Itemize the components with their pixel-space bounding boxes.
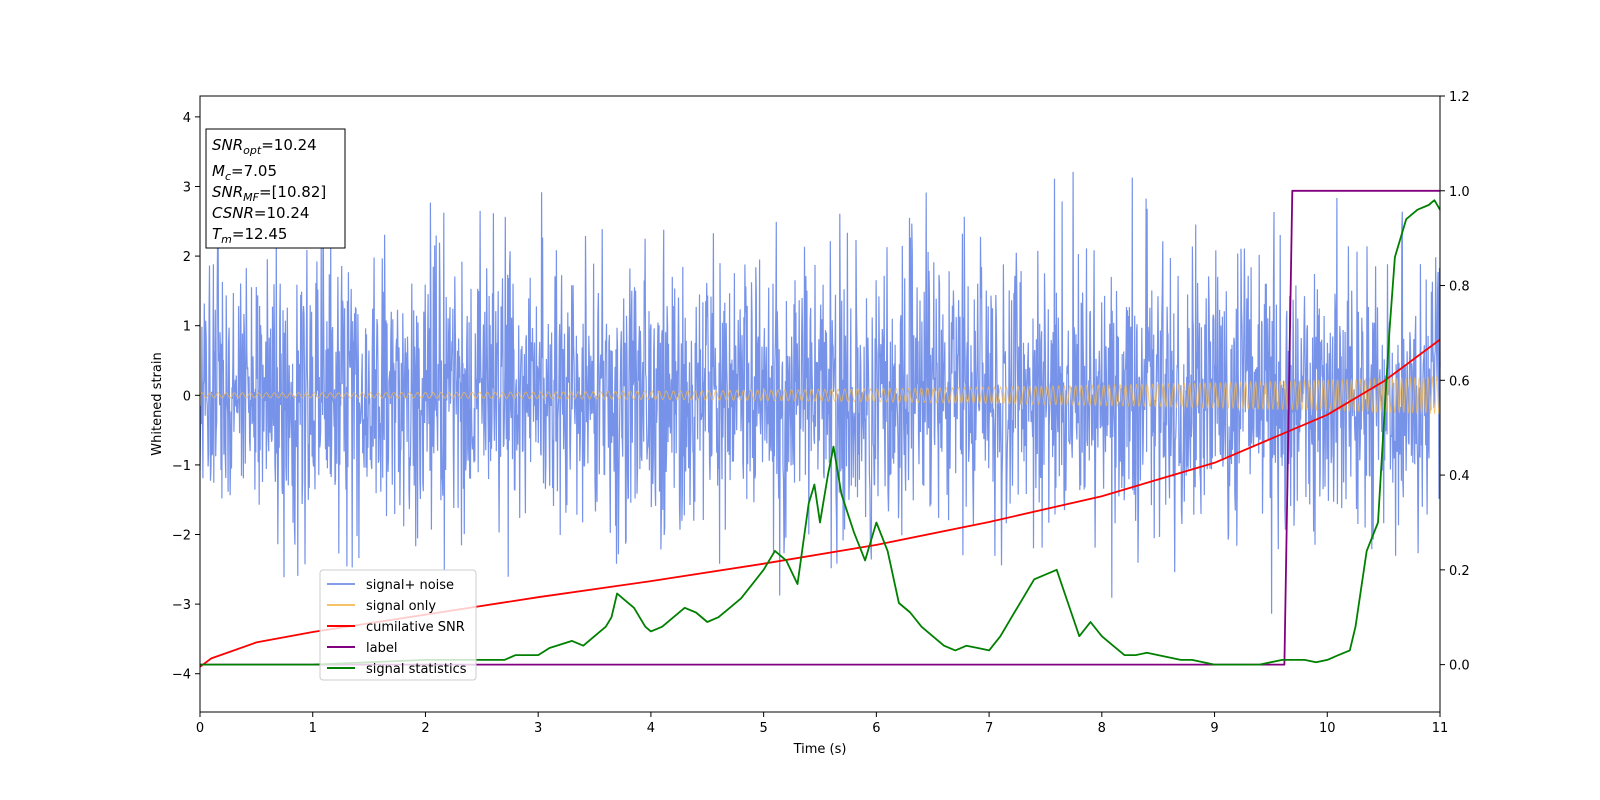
x-tick-label: 11 [1432, 721, 1449, 736]
annotation-line: SNRMF=[10.82] [212, 183, 326, 204]
x-tick-label: 7 [985, 721, 993, 736]
legend-label: signal statistics [366, 662, 467, 677]
ticks-layer: 0 1 2 3 4 5 6 7 8 9 10 11 −4 −3 −2 −1 0 1 2 3 4 0.0 0.2 0.4 0.6 0… [172, 90, 1470, 736]
annotation-frame [205, 128, 346, 249]
legend-label: signal only [366, 599, 436, 614]
y-tick-label: −2 [172, 529, 191, 544]
x-tick-label: 3 [534, 721, 542, 736]
legend-label: signal+ noise [366, 578, 454, 593]
legend-label: label [366, 641, 397, 656]
annotation-line: SNRopt=10.24 [212, 136, 317, 157]
x-axis-label: Time (s) [793, 742, 847, 757]
x-tick-label: 1 [309, 721, 317, 736]
x-tick-label: 0 [196, 721, 204, 736]
annotation-line: CSNR=10.24 [212, 204, 309, 222]
series-layer [199, 171, 1441, 668]
y-tick-label: −4 [172, 668, 191, 683]
y2-tick-label: 1.0 [1449, 185, 1470, 200]
y-tick-label: 1 [183, 320, 191, 335]
legend: signal+ noise signal only cumilative SNR la… [319, 569, 477, 681]
y2-tick-label: 0.4 [1449, 469, 1470, 484]
y2-tick-label: 0.2 [1449, 564, 1470, 579]
annotation-line: Tm=12.45 [212, 225, 287, 246]
series-cumilative-snr [199, 338, 1441, 668]
plot-frame [199, 95, 1441, 713]
legend-label: cumilative SNR [366, 620, 465, 635]
x-tick-label: 6 [872, 721, 880, 736]
y-tick-label: −1 [172, 459, 191, 474]
y-tick-label: 2 [183, 250, 191, 265]
annotation-line: Mc=7.05 [212, 162, 277, 183]
series-signal-statistics [200, 199, 1441, 666]
y2-tick-label: 0.8 [1449, 280, 1470, 295]
y2-tick-label: 0.6 [1449, 374, 1470, 389]
x-tick-label: 8 [1098, 721, 1106, 736]
y-axis-label: Whitened strain [150, 352, 165, 455]
x-tick-label: 5 [759, 721, 767, 736]
y-tick-label: −3 [172, 598, 191, 613]
x-tick-label: 4 [647, 721, 655, 736]
y-tick-label: 0 [183, 389, 191, 404]
y-tick-label: 3 [183, 180, 191, 195]
annotation-box: SNRopt=10.24 Mc=7.05SNRMF=[10.82]CSNR=10.… [205, 128, 346, 249]
legend-frame [319, 569, 477, 681]
x-tick-label: 2 [421, 721, 429, 736]
x-tick-label: 9 [1210, 721, 1218, 736]
series-label [200, 189, 1440, 666]
x-tick-label: 10 [1319, 721, 1336, 736]
series-signal-only [199, 375, 1441, 415]
series-signal-plus-noise [199, 171, 1441, 614]
y2-tick-label: 0.0 [1449, 659, 1470, 674]
y-tick-label: 4 [183, 111, 191, 126]
y2-tick-label: 1.2 [1449, 90, 1470, 105]
